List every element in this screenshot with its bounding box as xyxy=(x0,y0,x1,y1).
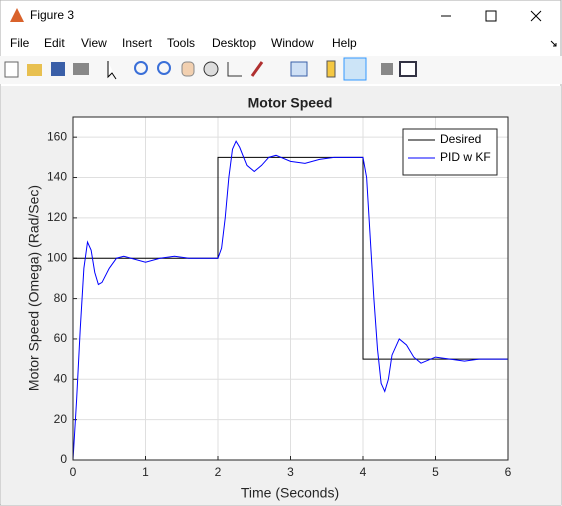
tool-link[interactable] xyxy=(290,61,308,77)
x-tick-label: 0 xyxy=(70,465,77,479)
tool-show[interactable] xyxy=(399,61,417,77)
y-tick-label: 0 xyxy=(60,452,67,466)
tool-pan[interactable] xyxy=(181,61,195,77)
maximize-button[interactable] xyxy=(485,10,497,22)
tool-hide[interactable] xyxy=(381,63,393,75)
menu-item[interactable]: Tools xyxy=(167,36,196,50)
x-tick-label: 4 xyxy=(360,465,367,479)
y-tick-label: 20 xyxy=(54,412,68,426)
tool-colorbar[interactable] xyxy=(326,60,336,78)
legend-label: Desired xyxy=(440,132,481,146)
menu-item[interactable]: Help xyxy=(332,36,357,50)
series-line xyxy=(72,140,508,461)
y-tick-label: 80 xyxy=(54,291,68,305)
y-tick-label: 160 xyxy=(47,129,67,143)
y-tick-label: 100 xyxy=(47,250,67,264)
tool-legend[interactable] xyxy=(343,57,367,81)
legend-box xyxy=(402,128,498,176)
x-tick-label: 5 xyxy=(432,465,439,479)
toolbar-icons xyxy=(4,57,417,81)
tool-zoom-out[interactable] xyxy=(157,61,171,75)
x-tick-label: 3 xyxy=(287,465,294,479)
menu-item[interactable]: Desktop xyxy=(212,36,257,50)
tool-datacursor[interactable] xyxy=(227,62,242,77)
tool-new[interactable] xyxy=(4,61,19,78)
tool-pointer[interactable] xyxy=(107,61,117,80)
window-title: Figure 3 xyxy=(30,8,74,22)
close-button[interactable] xyxy=(530,10,542,22)
menu-item[interactable]: File xyxy=(10,36,30,50)
y-tick-label: 60 xyxy=(54,331,68,345)
tool-save[interactable] xyxy=(51,62,65,76)
menu-item[interactable]: Edit xyxy=(44,36,65,50)
menu-item[interactable]: Insert xyxy=(122,36,153,50)
menu-item[interactable]: Window xyxy=(271,36,314,50)
chart-title: Motor Speed xyxy=(248,95,333,111)
tool-brush[interactable] xyxy=(250,61,264,77)
tool-print[interactable] xyxy=(73,63,89,75)
x-tick-label: 2 xyxy=(215,465,222,479)
axes-box xyxy=(72,116,509,461)
tool-rotate[interactable] xyxy=(203,61,219,77)
x-tick-label: 1 xyxy=(142,465,149,479)
x-axis-label: Time (Seconds) xyxy=(241,485,339,501)
toolbar xyxy=(0,56,562,84)
y-tick-label: 120 xyxy=(47,210,67,224)
tool-open[interactable] xyxy=(27,64,42,76)
tool-zoom-in[interactable] xyxy=(134,61,148,75)
y-tick-label: 140 xyxy=(47,170,67,184)
menu-item[interactable]: View xyxy=(81,36,107,50)
y-tick-label: 40 xyxy=(54,371,68,385)
dock-arrow[interactable] xyxy=(550,40,557,47)
legend-label: PID w KF xyxy=(440,150,491,164)
x-tick-label: 6 xyxy=(505,465,512,479)
y-axis-label: Motor Speed (Omega) (Rad/Sec) xyxy=(26,185,42,391)
app-icon xyxy=(10,8,24,22)
